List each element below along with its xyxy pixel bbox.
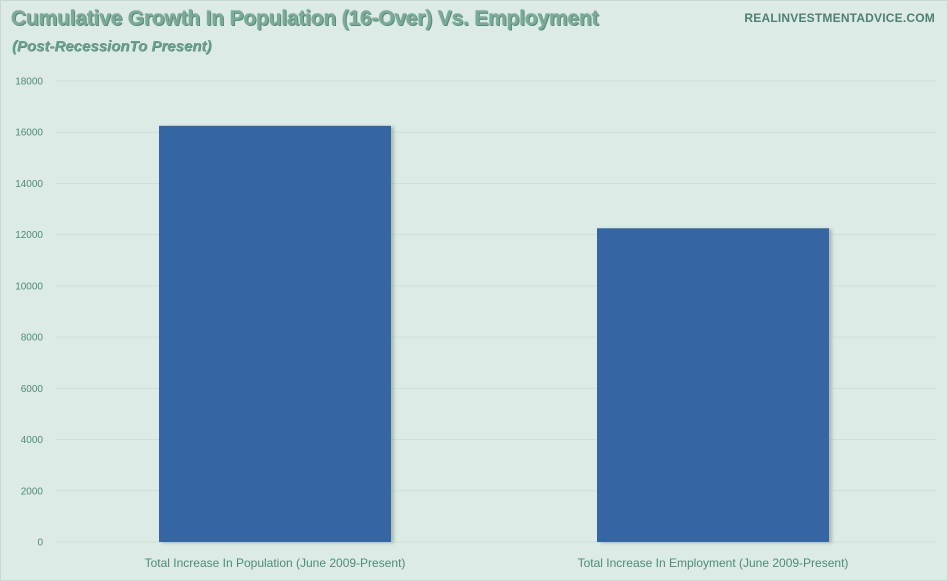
- y-tick-label: 16000: [15, 128, 43, 139]
- x-axis-categories: Total Increase In Population (June 2009-…: [145, 556, 849, 570]
- bar: [597, 228, 829, 542]
- y-tick-label: 4000: [21, 435, 44, 446]
- y-tick-label: 12000: [15, 230, 43, 241]
- chart-title: Cumulative Growth In Population (16-Over…: [11, 7, 599, 30]
- y-tick-label: 18000: [15, 77, 43, 88]
- bar: [159, 125, 391, 542]
- y-tick-label: 0: [37, 538, 43, 549]
- x-category-label: Total Increase In Population (June 2009-…: [145, 556, 406, 570]
- y-tick-label: 2000: [21, 486, 44, 497]
- y-tick-label: 8000: [21, 333, 44, 344]
- y-tick-label: 14000: [15, 179, 43, 190]
- bars: [159, 125, 829, 542]
- y-axis-ticks: 0 2000 4000 6000 8000 10000 12000 14000 16000 180…: [15, 77, 43, 549]
- y-tick-label: 10000: [15, 281, 43, 292]
- y-tick-label: 6000: [21, 384, 44, 395]
- x-category-label: Total Increase In Employment (June 2009-…: [578, 556, 849, 570]
- chart-subtitle: (Post-RecessionTo Present): [12, 38, 212, 55]
- source-label: REALINVESTMENTADVICE.COM: [744, 11, 935, 25]
